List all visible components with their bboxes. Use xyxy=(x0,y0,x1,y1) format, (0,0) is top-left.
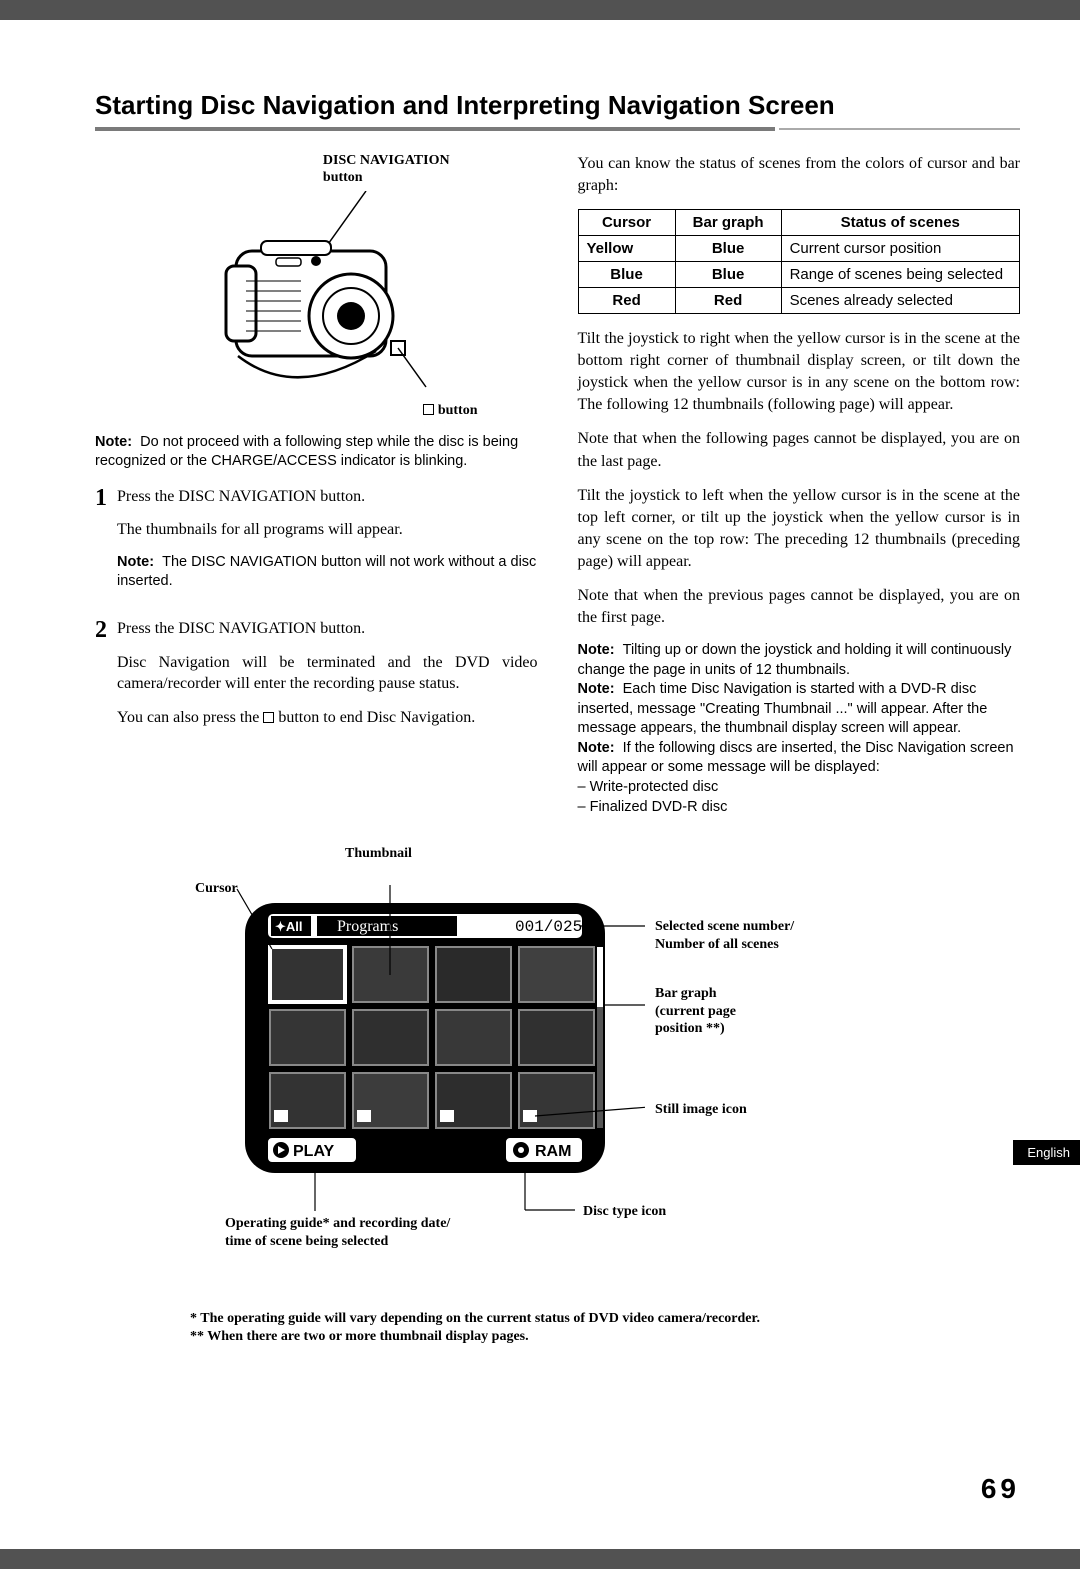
footnotes: * The operating guide will vary dependin… xyxy=(95,1311,1020,1345)
callout-operating-guide: Operating guide* and recording date/ tim… xyxy=(225,1215,450,1250)
disc-nav-button-label: DISC NAVIGATION button xyxy=(323,153,450,187)
step-2: 2 Press the DISC NAVIGATION button. Disc… xyxy=(95,618,538,740)
table-row: Red Red Scenes already selected xyxy=(578,288,1020,314)
step-number-1: 1 xyxy=(95,486,107,604)
step2-text1: Press the DISC NAVIGATION button. xyxy=(117,618,538,640)
intro-text: You can know the status of scenes from t… xyxy=(578,153,1021,197)
left-column: DISC NAVIGATION button xyxy=(95,153,538,817)
play-label: PLAY xyxy=(293,1143,335,1160)
language-tab: English xyxy=(1013,1140,1080,1165)
camera-illustration xyxy=(166,191,466,401)
table-header-row: Cursor Bar graph Status of scenes xyxy=(578,210,1020,236)
stop-icon-inline xyxy=(263,712,274,723)
para-4: Note that when the previous pages cannot… xyxy=(578,585,1021,629)
right-column: You can know the status of scenes from t… xyxy=(578,153,1021,817)
manual-page: Starting Disc Navigation and Interpretin… xyxy=(0,20,1080,1549)
step1-text1: Press the DISC NAVIGATION button. xyxy=(117,486,538,508)
para-2: Note that when the following pages canno… xyxy=(578,428,1021,472)
page-number: 69 xyxy=(981,1473,1020,1505)
callout-still-image: Still image icon xyxy=(655,1101,747,1119)
title-rule xyxy=(95,127,1020,131)
step1-text2: The thumbnails for all programs will app… xyxy=(117,519,538,541)
step-1: 1 Press the DISC NAVIGATION button. The … xyxy=(95,486,538,604)
navigation-screen-figure: Thumbnail Cursor Selected scene number/ … xyxy=(95,845,1020,1305)
screen-illustration: ✦All Programs 001/025 xyxy=(225,885,645,1215)
table-row: Blue Blue Range of scenes being selected xyxy=(578,262,1020,288)
th-bargraph: Bar graph xyxy=(675,210,781,236)
notes-block: Note: Tilting up or down the joystick an… xyxy=(578,641,1021,817)
stop-icon xyxy=(423,404,434,415)
callout-scene-number: Selected scene number/ Number of all sce… xyxy=(655,918,794,953)
stop-button-label: button xyxy=(438,403,478,418)
counter-text: 001/025 xyxy=(515,918,582,936)
para-1: Tilt the joystick to right when the yell… xyxy=(578,328,1021,416)
screen-title: Programs xyxy=(337,918,398,935)
svg-text:✦All: ✦All xyxy=(275,919,303,934)
para-3: Tilt the joystick to left when the yello… xyxy=(578,485,1021,573)
note-1: Note: Do not proceed with a following st… xyxy=(95,433,538,472)
step2-text3: You can also press the button to end Dis… xyxy=(117,707,538,729)
step2-text2: Disc Navigation will be terminated and t… xyxy=(117,652,538,695)
step1-note: Note: The DISC NAVIGATION button will no… xyxy=(117,553,538,592)
footnote-2: ** When there are two or more thumbnail … xyxy=(190,1329,1020,1345)
callout-thumbnail: Thumbnail xyxy=(345,845,412,863)
th-cursor: Cursor xyxy=(578,210,675,236)
camera-figure: DISC NAVIGATION button xyxy=(95,153,538,419)
footnote-1: * The operating guide will vary dependin… xyxy=(190,1311,1020,1327)
callout-bar-graph: Bar graph (current page position **) xyxy=(655,985,736,1038)
th-status: Status of scenes xyxy=(781,210,1019,236)
two-column-layout: DISC NAVIGATION button xyxy=(95,153,1020,817)
table-row: Yellow Blue Current cursor position xyxy=(578,236,1020,262)
ram-label: RAM xyxy=(535,1143,571,1160)
status-table: Cursor Bar graph Status of scenes Yellow… xyxy=(578,209,1021,314)
page-title: Starting Disc Navigation and Interpretin… xyxy=(95,90,1020,121)
step-number-2: 2 xyxy=(95,618,107,740)
